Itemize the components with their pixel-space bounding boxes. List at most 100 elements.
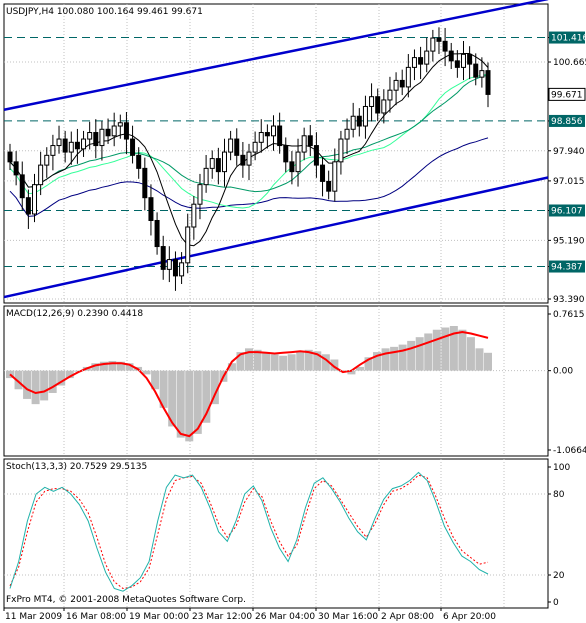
macd-histogram-bar (245, 348, 253, 371)
candle-bull (460, 53, 466, 68)
candle-bear (172, 259, 178, 277)
candle-bull (228, 138, 234, 153)
candle-bull (203, 167, 209, 186)
macd-histogram-bar (484, 352, 492, 371)
level-tag-label: 101.416 (551, 34, 586, 44)
candle-bull (350, 115, 356, 130)
macd-histogram-bar (57, 370, 66, 386)
level-tag (549, 260, 585, 273)
candle-bear (418, 57, 424, 65)
macd-histogram-bar (125, 363, 134, 371)
candle-bear (154, 219, 160, 248)
stoch-main-line (9, 471, 489, 592)
candle-bear (13, 161, 19, 176)
candle-bear (313, 145, 319, 166)
macd-histogram-bar (253, 349, 262, 371)
macd-axis-label: -1.0664 (553, 446, 586, 456)
candle-bull (295, 151, 301, 173)
upper-trendline (3, 0, 549, 111)
time-axis-label: 6 Apr 20:00 (443, 612, 496, 622)
stoch-axis-label: 20 (553, 571, 565, 581)
candle-bear (160, 246, 166, 270)
candle-bull (197, 184, 203, 205)
macd-histogram-bar (279, 355, 288, 371)
candle-bull (338, 138, 344, 163)
candle-bear (264, 132, 270, 137)
candle-bull (332, 161, 338, 192)
level-tag (549, 204, 585, 217)
macd-histogram-bar (364, 357, 373, 371)
lower-trendline (3, 176, 549, 299)
candle-bull (38, 164, 44, 186)
candle-bear (307, 135, 313, 147)
candle-bull (393, 79, 399, 91)
time-axis-label: 16 Mar 08:00 (66, 612, 126, 622)
candle-bear (454, 60, 460, 68)
candle-bear (234, 138, 240, 156)
price-axis-label: 100.665 (553, 58, 586, 68)
macd-histogram-bar (99, 361, 108, 371)
macd-histogram-bar (40, 370, 49, 401)
candle-bear (442, 40, 448, 52)
current-price-tag (548, 87, 586, 101)
current-price-label: 99.671 (551, 90, 583, 100)
time-axis-label: 11 Mar 2009 (5, 612, 62, 622)
macd-histogram-bar (287, 354, 296, 371)
copyright-text: FxPro MT4, © 2001-2008 MetaQuotes Softwa… (6, 595, 246, 605)
candle-bear (19, 174, 25, 199)
candle-bear (142, 167, 148, 199)
candle-bear (467, 53, 473, 65)
candle-bull (32, 184, 38, 215)
candle-bull (111, 125, 117, 137)
candle-bear (215, 158, 221, 173)
candle-bear (130, 138, 136, 156)
level-tag (549, 114, 585, 127)
macd-axis-label: 0.00 (553, 367, 573, 377)
time-axis-label: 30 Mar 16:00 (318, 612, 378, 622)
stoch-axis-label: 100 (553, 463, 570, 473)
macd-histogram-bar (415, 337, 424, 371)
candle-bull (271, 125, 277, 137)
macd-histogram-bar (330, 359, 339, 371)
macd-histogram-bar (108, 360, 117, 371)
candle-bear (93, 132, 99, 147)
ma-green-line (9, 74, 489, 193)
macd-histogram-bar (321, 354, 330, 371)
macd-histogram-bar (227, 363, 236, 371)
candle-bear (240, 154, 246, 166)
stoch-signal-line (9, 474, 489, 590)
macd-histogram-bar (466, 337, 475, 371)
price-axis-label: 97.015 (553, 177, 585, 187)
time-axis-label: 19 Mar 00:00 (129, 612, 189, 622)
stoch-pane-frame (3, 458, 549, 609)
candle-bull (209, 158, 215, 169)
macd-histogram-bar (210, 370, 219, 405)
macd-pane-title: MACD(12,26,9) 0.2390 0.4418 (6, 309, 143, 319)
price-pane-title: USDJPY,H4 100.080 100.164 99.461 99.671 (6, 7, 203, 17)
candle-bull (405, 66, 411, 88)
stoch-axis-label: 0 (553, 598, 559, 608)
macd-histogram-bar (142, 370, 151, 375)
candle-bull (301, 135, 307, 153)
macd-histogram-bar (390, 346, 399, 371)
candle-bull (50, 145, 56, 156)
price-pane-frame (3, 3, 549, 304)
candle-bear (136, 154, 142, 169)
candle-bear (473, 63, 479, 78)
candle-bull (44, 154, 50, 166)
candle-bull (87, 132, 93, 140)
level-tag-label: 96.107 (551, 206, 583, 216)
macd-histogram-bar (176, 370, 185, 438)
candle-bull (246, 151, 252, 166)
macd-histogram-bar (313, 351, 322, 371)
macd-histogram-bar (347, 370, 356, 375)
macd-histogram-bar (458, 329, 467, 371)
candle-bear (356, 115, 362, 127)
macd-histogram-bar (262, 352, 271, 371)
time-axis-label: 23 Mar 12:00 (192, 612, 252, 622)
macd-histogram-bar (193, 370, 202, 434)
macd-histogram-bar (65, 370, 74, 379)
macd-histogram-bar (355, 366, 364, 371)
candle-bear (375, 96, 381, 114)
